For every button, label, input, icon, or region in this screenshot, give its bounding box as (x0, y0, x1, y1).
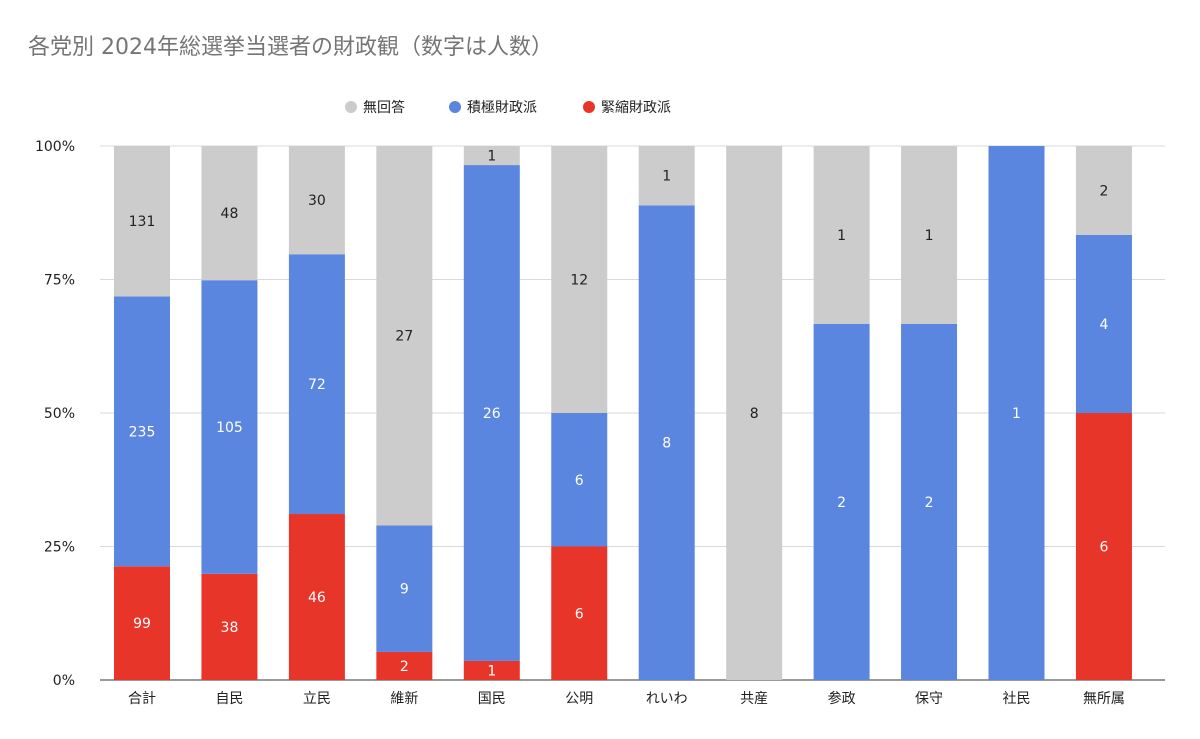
data-label: 2 (837, 495, 846, 511)
bar-segment (1075, 146, 1132, 235)
x-tick-label: 無所属 (1083, 691, 1125, 707)
data-label: 2 (925, 495, 934, 511)
bar-segment (201, 573, 258, 680)
data-label: 131 (129, 214, 156, 230)
bars: 9923513138105484672302927126166128182121… (114, 146, 1132, 681)
legend-label: 積極財政派 (467, 100, 537, 116)
x-tick-label: 社民 (1003, 691, 1031, 707)
bar-segment (1075, 413, 1132, 680)
gridlines: 0% 25% 50% 75% 100% (35, 139, 1165, 689)
data-label: 9 (400, 582, 409, 598)
x-axis-labels: 合計 自民 立民 維新 国民 公明 れいわ 共産 参政 保守 社民 無所属 (128, 690, 1125, 707)
data-label: 2 (400, 659, 409, 675)
x-tick-label: 国民 (478, 691, 506, 707)
bar-segment (114, 296, 170, 567)
bar-segment (726, 146, 783, 680)
data-label: 1 (925, 228, 934, 244)
x-tick-label: 共産 (740, 691, 768, 707)
data-label: 8 (662, 436, 671, 452)
bar-segment (463, 146, 520, 166)
data-label: 6 (1099, 540, 1108, 556)
y-tick-label: 50% (44, 406, 75, 422)
data-label: 1 (487, 149, 496, 165)
data-label: 1 (662, 169, 671, 185)
bar-segment (376, 651, 433, 680)
data-label: 1 (1012, 406, 1021, 422)
bar-segment (638, 146, 695, 206)
bar-segment (288, 146, 345, 255)
bar-segment (551, 546, 608, 680)
bar-segment (551, 146, 608, 413)
bar-segment (288, 514, 345, 680)
bar-segment (463, 660, 520, 680)
x-tick-label: 公明 (565, 691, 593, 707)
data-label: 38 (221, 620, 239, 636)
data-label: 8 (750, 406, 759, 422)
bar-segment (201, 280, 258, 574)
data-label: 4 (1099, 317, 1108, 333)
data-label: 105 (216, 420, 243, 436)
bar-segment (901, 146, 958, 324)
data-label: 12 (570, 273, 588, 289)
bar-segment (376, 146, 433, 526)
x-tick-label: 維新 (390, 691, 418, 707)
bar-segment (638, 205, 695, 681)
bar-segment (376, 525, 433, 652)
bar-segment (813, 324, 870, 680)
bar-segment (901, 324, 958, 680)
bar-segment (551, 413, 608, 547)
bar-segment (813, 146, 870, 324)
data-label: 1 (487, 663, 496, 679)
data-label: 48 (221, 206, 239, 222)
bar-segment (114, 146, 170, 297)
x-tick-label: れいわ (646, 691, 688, 707)
legend-swatch (449, 101, 461, 113)
legend: 無回答 積極財政派 緊縮財政派 (345, 99, 671, 116)
bar-segment (1075, 235, 1132, 413)
x-tick-label: 合計 (128, 691, 156, 707)
y-tick-label: 100% (35, 139, 75, 155)
y-tick-label: 75% (44, 273, 75, 289)
legend-label: 緊縮財政派 (601, 100, 671, 116)
data-label: 27 (395, 329, 413, 345)
data-label: 46 (308, 590, 326, 606)
bar-segment (288, 254, 345, 515)
bar-segment (114, 566, 170, 680)
x-tick-label: 立民 (303, 691, 331, 707)
chart-title: 各党別 2024年総選挙当選者の財政観（数字は人数） (28, 35, 553, 60)
data-label: 1 (837, 228, 846, 244)
data-label: 30 (308, 193, 326, 209)
y-tick-label: 25% (44, 540, 75, 556)
x-tick-label: 参政 (828, 690, 856, 707)
data-label: 2 (1099, 184, 1108, 200)
x-tick-label: 保守 (915, 691, 943, 707)
bar-segment (988, 146, 1045, 680)
data-label: 6 (575, 606, 584, 622)
bar-segment (463, 165, 520, 661)
bar-segment (201, 146, 258, 281)
legend-swatch (583, 101, 595, 113)
legend-swatch (345, 101, 357, 113)
data-label: 26 (483, 406, 501, 422)
legend-label: 無回答 (363, 99, 405, 116)
data-label: 99 (133, 616, 151, 632)
data-label: 72 (308, 377, 326, 393)
y-tick-label: 0% (53, 673, 75, 689)
data-label: 6 (575, 473, 584, 489)
data-label: 235 (129, 424, 156, 440)
x-tick-label: 自民 (215, 691, 243, 707)
